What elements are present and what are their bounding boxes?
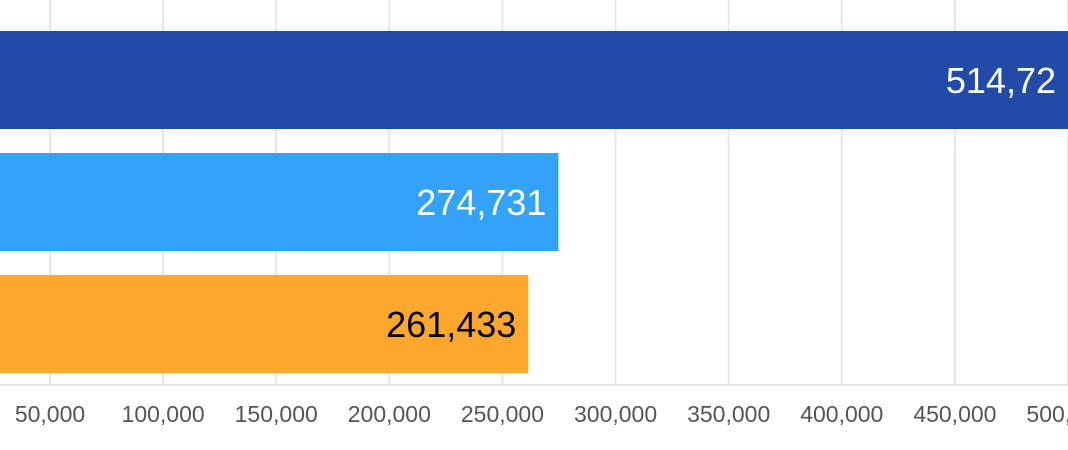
bar-value-label: 514,72 xyxy=(946,60,1056,101)
x-tick-label: 200,000 xyxy=(348,401,431,427)
x-tick-label: 500,000 xyxy=(1026,401,1068,427)
x-tick-label: 350,000 xyxy=(687,401,770,427)
bar-layer: 514,72 274,731 261,433 xyxy=(0,31,1068,373)
bar xyxy=(0,275,529,373)
bar-value-label: 274,731 xyxy=(416,182,546,223)
x-tick-label: 100,000 xyxy=(122,401,205,427)
x-tick-label: 300,000 xyxy=(574,401,657,427)
x-tick-label: 250,000 xyxy=(461,401,544,427)
x-tick-label: 450,000 xyxy=(913,401,996,427)
bar xyxy=(0,31,1068,129)
x-tick-label: 150,000 xyxy=(235,401,318,427)
x-tick-label: 50,000 xyxy=(15,401,85,427)
x-axis-ticks: 50,000 100,000 150,000 200,000 250,000 300,00… xyxy=(15,401,1068,427)
bar xyxy=(0,153,559,251)
x-tick-label: 400,000 xyxy=(800,401,883,427)
bar-value-label: 261,433 xyxy=(386,304,516,345)
